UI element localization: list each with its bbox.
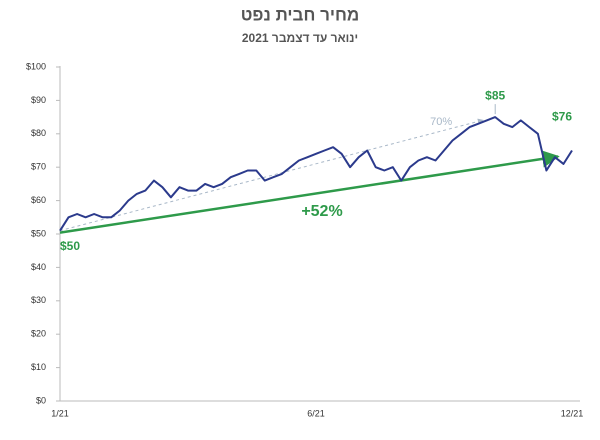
annotation: $76: [552, 110, 572, 124]
annotation: $50: [60, 239, 80, 253]
y-tick-label: $70: [31, 162, 46, 172]
y-tick-label: $80: [31, 128, 46, 138]
trend-arrow-dashed: [59, 118, 484, 232]
chart-title: מחיר חבית נפט: [241, 5, 360, 24]
y-tick-label: $10: [31, 362, 46, 372]
annotation: +52%: [301, 203, 342, 220]
annotation: 70%: [430, 116, 452, 128]
x-tick-label: 1/21: [51, 408, 69, 418]
y-tick-label: $90: [31, 95, 46, 105]
y-tick-label: $40: [31, 262, 46, 272]
y-tick-label: $100: [26, 61, 46, 71]
y-tick-label: $30: [31, 295, 46, 305]
y-tick-label: $0: [36, 395, 46, 405]
y-tick-label: $60: [31, 195, 46, 205]
y-tick-label: $50: [31, 228, 46, 238]
x-tick-label: 12/21: [561, 408, 584, 418]
annotation: $85: [485, 88, 505, 102]
chart-subtitle: ינואר עד דצמבר 2021: [242, 31, 358, 45]
trend-arrow: [59, 150, 560, 234]
y-tick-label: $20: [31, 329, 46, 339]
price-line: [59, 116, 573, 232]
x-tick-label: 6/21: [307, 408, 325, 418]
